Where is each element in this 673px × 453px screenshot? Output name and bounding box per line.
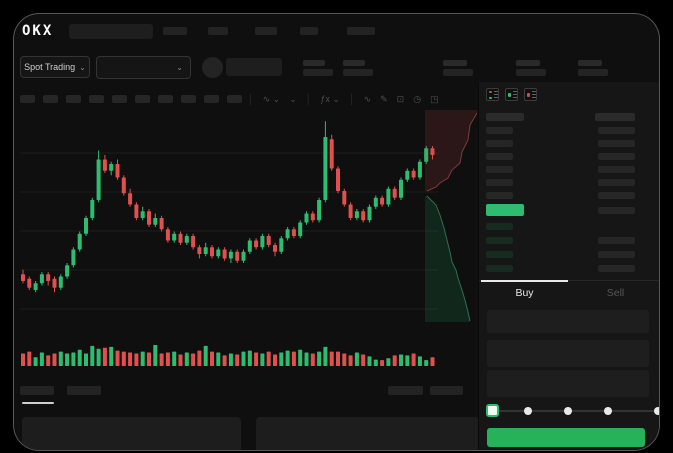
trade-tabs: Buy Sell bbox=[479, 280, 659, 304]
timeframe-buttons bbox=[20, 95, 248, 103]
chevron-down-icon: ⌄ bbox=[176, 63, 183, 72]
timeframe-button[interactable] bbox=[112, 95, 127, 103]
screenshot-icon[interactable]: ⊡ bbox=[396, 94, 405, 104]
chart-toolbar: │ ∿ ⌄ ⌄ │ ƒx ⌄ │ ∿ ✎ ⊡ ◷ ◳ bbox=[20, 92, 448, 106]
total-input-skeleton[interactable] bbox=[487, 370, 649, 397]
ask-row[interactable] bbox=[486, 166, 635, 173]
buy-action-button[interactable] bbox=[487, 428, 645, 447]
history-icon[interactable]: ◷ bbox=[413, 94, 422, 104]
spot-trading-selector[interactable]: Spot Trading ⌄ bbox=[20, 56, 90, 78]
draw-tool-icon[interactable]: ✎ bbox=[380, 94, 388, 104]
chart-bottom-tab[interactable] bbox=[388, 386, 423, 395]
last-price-row[interactable] bbox=[486, 204, 635, 216]
pair-name-skeleton bbox=[226, 58, 282, 76]
app-window: OKX Spot Trading ⌄ ⌄ bbox=[13, 13, 660, 451]
book-asks-icon[interactable] bbox=[524, 88, 537, 101]
coin-avatar bbox=[202, 57, 223, 78]
ticker-stat-skeleton bbox=[578, 60, 608, 76]
nav-item-skeleton[interactable] bbox=[347, 27, 375, 35]
timeframe-button[interactable] bbox=[20, 95, 35, 103]
timeframe-button[interactable] bbox=[181, 95, 196, 103]
ticker-stat-skeleton bbox=[443, 60, 473, 76]
nav-item-skeleton[interactable] bbox=[255, 27, 277, 35]
assets-panel-skeleton[interactable] bbox=[256, 417, 479, 450]
chart-bottom-tab[interactable] bbox=[430, 386, 463, 395]
slider-stop-dot[interactable] bbox=[564, 407, 572, 415]
candlestick-chart bbox=[20, 121, 438, 366]
book-bids-icon[interactable] bbox=[505, 88, 518, 101]
bid-row[interactable] bbox=[486, 265, 635, 272]
amount-input-skeleton[interactable] bbox=[487, 340, 649, 367]
nav-item-skeleton[interactable] bbox=[208, 27, 228, 35]
timeframe-button[interactable] bbox=[227, 95, 242, 103]
ticker-stat-skeleton bbox=[303, 60, 333, 76]
slider-stop-dot[interactable] bbox=[604, 407, 612, 415]
ask-row[interactable] bbox=[486, 179, 635, 186]
chevron-down-icon: ⌄ bbox=[79, 62, 86, 72]
slider-stop-dot[interactable] bbox=[654, 407, 659, 415]
timeframe-button[interactable] bbox=[66, 95, 81, 103]
nav-item-skeleton[interactable] bbox=[163, 27, 187, 35]
tab-sell[interactable]: Sell bbox=[606, 286, 625, 299]
market-pair-dropdown[interactable]: ⌄ bbox=[96, 56, 191, 79]
ask-row[interactable] bbox=[486, 140, 635, 147]
timeframe-button[interactable] bbox=[204, 95, 219, 103]
timeframe-button[interactable] bbox=[89, 95, 104, 103]
amount-slider-handle[interactable] bbox=[486, 404, 499, 417]
candle-style-dropdown-icon[interactable]: ∿ ⌄ bbox=[262, 94, 281, 104]
active-tab-indicator bbox=[22, 402, 54, 404]
style-dropdown-icon[interactable]: ⌄ bbox=[289, 94, 297, 104]
last-price-highlight bbox=[486, 204, 524, 216]
ticker-stat-skeleton bbox=[516, 60, 546, 76]
bid-row[interactable] bbox=[486, 237, 635, 244]
okx-logo: OKX bbox=[22, 23, 54, 39]
orderbook-trade-panel: Buy Sell bbox=[478, 82, 659, 450]
price-input-skeleton[interactable] bbox=[487, 310, 649, 333]
ask-row[interactable] bbox=[486, 127, 635, 134]
ticker-stat-skeleton bbox=[343, 60, 373, 76]
ask-row[interactable] bbox=[486, 192, 635, 199]
line-tool-icon[interactable]: ∿ bbox=[363, 94, 372, 104]
fullscreen-icon[interactable]: ◳ bbox=[430, 94, 439, 104]
depth-overlay bbox=[425, 110, 478, 322]
slider-stop-dot[interactable] bbox=[524, 407, 532, 415]
timeframe-button[interactable] bbox=[135, 95, 150, 103]
timeframe-button[interactable] bbox=[43, 95, 58, 103]
tab-buy[interactable]: Buy bbox=[479, 280, 570, 304]
bid-row[interactable] bbox=[486, 251, 635, 258]
orderbook-header bbox=[486, 113, 635, 121]
nav-item-skeleton[interactable] bbox=[300, 27, 318, 35]
timeframe-button[interactable] bbox=[158, 95, 173, 103]
orders-panel-skeleton[interactable] bbox=[22, 417, 241, 450]
nav-search-skeleton[interactable] bbox=[69, 24, 153, 39]
indicators-icon[interactable]: ƒx ⌄ bbox=[320, 94, 340, 104]
book-combined-icon[interactable] bbox=[486, 88, 499, 101]
orderbook-view-toggles bbox=[486, 88, 543, 101]
chart-bottom-tab[interactable] bbox=[67, 386, 101, 395]
spot-trading-label: Spot Trading bbox=[24, 62, 76, 72]
ask-row[interactable] bbox=[486, 153, 635, 160]
chart-bottom-tab-active[interactable] bbox=[20, 386, 54, 395]
bid-row[interactable] bbox=[486, 223, 635, 230]
